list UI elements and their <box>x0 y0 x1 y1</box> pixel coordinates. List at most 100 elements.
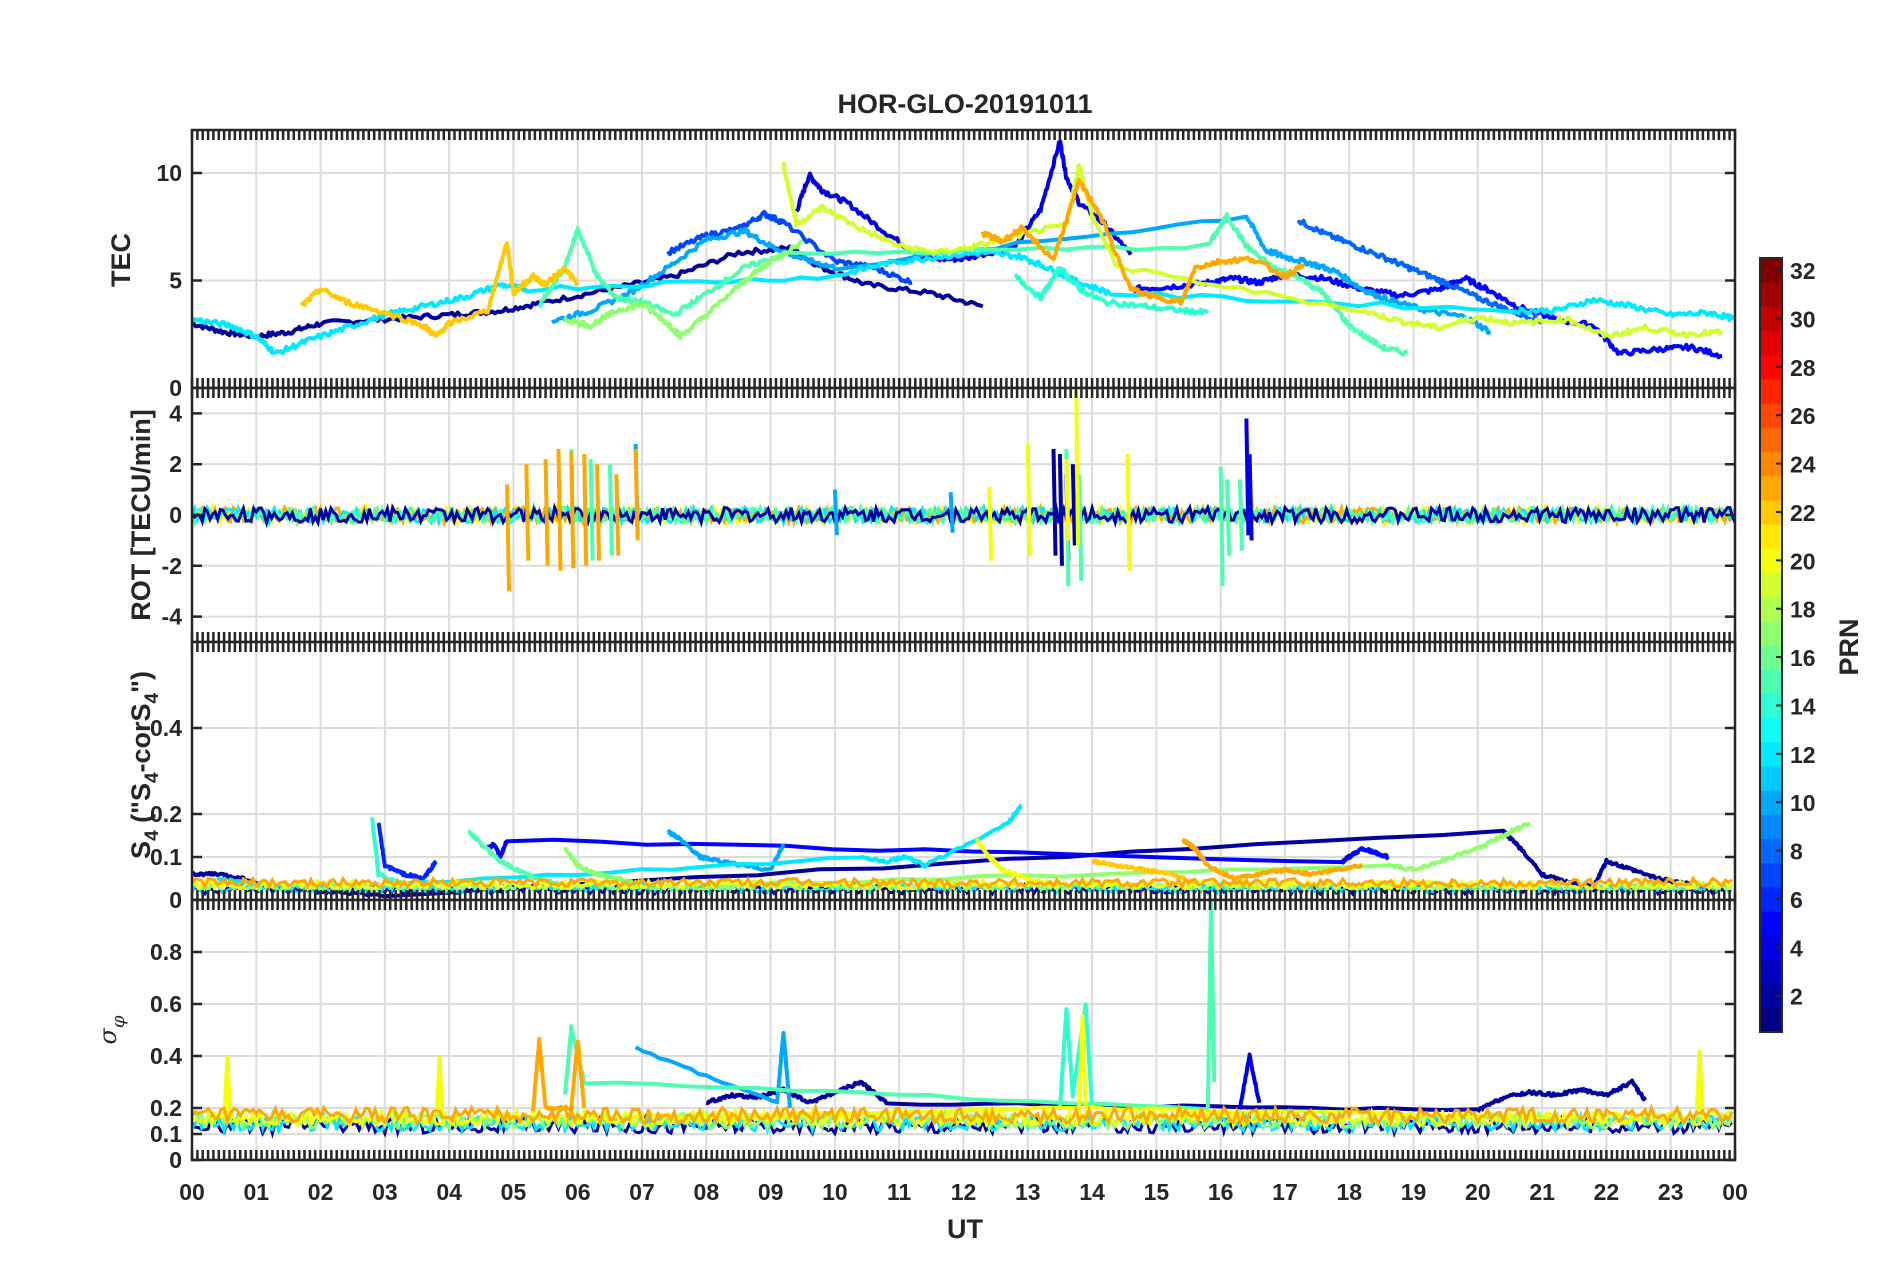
colorbar-cell <box>1760 911 1782 936</box>
colorbar-cell <box>1760 959 1782 985</box>
baseline-prn-23 <box>192 875 1733 891</box>
colorbar-cell <box>1760 330 1782 356</box>
colorbar-label: PRN <box>1834 618 1864 675</box>
rot-spike-prn-23 <box>582 454 589 566</box>
x-tick-label: 07 <box>629 1179 655 1205</box>
y-tick-label: 10 <box>156 160 182 186</box>
series-prn-23 <box>1180 837 1363 882</box>
x-tick-label: 21 <box>1529 1179 1555 1205</box>
colorbar-cell <box>1760 354 1782 380</box>
tec-panel: 0 5 10 <box>156 128 1737 401</box>
rot-spike-prn-23 <box>569 451 576 569</box>
tick-path <box>190 388 1737 642</box>
rot-spike-prn-23 <box>556 448 563 571</box>
x-tick-label: 17 <box>1272 1179 1298 1205</box>
colorbar-cell <box>1760 427 1782 453</box>
x-tick-label: 08 <box>694 1179 720 1205</box>
colorbar-tick-label: 26 <box>1790 403 1816 429</box>
baseline-prn-23 <box>192 1102 1734 1129</box>
tec-plot-area <box>192 139 1735 360</box>
rot-panel: -4 -2 0 2 4 <box>162 386 1737 644</box>
x-axis-label: UT <box>947 1214 983 1244</box>
colorbar-tick-label: 6 <box>1790 887 1803 913</box>
tick-path <box>190 642 1737 902</box>
y-tick-label: 0.1 <box>150 844 182 870</box>
colorbar-cell <box>1760 645 1782 670</box>
rot-spike-prn-23 <box>543 459 550 566</box>
x-tick-labels: 00 01 02 03 04 05 06 07 08 09 10 11 12 13 14 15 16 17 18 19… <box>179 1179 1748 1205</box>
colorbar-cell <box>1760 862 1782 888</box>
colorbar-cell <box>1760 524 1782 549</box>
sigma_phi-tick-marks <box>190 900 1737 1162</box>
colorbar-cell <box>1760 596 1782 622</box>
rot-spike-prn-15 <box>588 459 595 561</box>
colorbar-cell <box>1760 790 1782 815</box>
y-tick-label: 0 <box>169 887 182 913</box>
colorbar-tick-label: 20 <box>1790 548 1816 574</box>
y-tick-label: 0.4 <box>150 715 182 741</box>
colorbar-tick-label: 2 <box>1790 984 1803 1010</box>
colorbar-tick-label: 14 <box>1790 693 1816 719</box>
x-tick-label: 15 <box>1144 1179 1170 1205</box>
x-tick-label: 01 <box>243 1179 269 1205</box>
series-prn-19 <box>781 161 1724 340</box>
colorbar-cell <box>1760 378 1782 404</box>
y-axis-labels: TEC ROT [TECU/min] S4 ("S4-corS4") σφ <box>94 233 163 1045</box>
rot-spike-prn-15 <box>1225 479 1232 556</box>
series-prn-23 <box>980 177 1306 306</box>
x-tick-label: 00 <box>1722 1179 1748 1205</box>
colorbar-tick-label: 4 <box>1790 935 1803 961</box>
rot-axis-label: ROT [TECU/min] <box>126 409 156 620</box>
rot-spike-prn-23 <box>633 448 640 541</box>
rot-spike-prn-2 <box>1070 464 1077 546</box>
colorbar-cell <box>1760 451 1782 477</box>
rot-spike-prn-20 <box>1125 454 1132 571</box>
x-tick-label: 13 <box>1015 1179 1041 1205</box>
sigma_phi-panel: 00.10.2 0.4 0.6 0.8 <box>150 898 1737 1173</box>
rot-spike-prn-15 <box>1237 479 1244 551</box>
series-prn-10 <box>666 829 786 872</box>
colorbar-cell <box>1760 403 1782 428</box>
colorbar-cell <box>1760 838 1782 864</box>
x-tick-label: 23 <box>1658 1179 1684 1205</box>
colorbar-cell <box>1760 717 1782 743</box>
x-tick-label: 03 <box>372 1179 398 1205</box>
x-tick-label: 02 <box>308 1179 334 1205</box>
colorbar-tick-label: 16 <box>1790 645 1816 671</box>
colorbar-frame <box>1759 257 1783 1033</box>
colorbar-tick-label: 10 <box>1790 790 1816 816</box>
rot-spike-prn-20 <box>1074 388 1081 546</box>
colorbar-tick-label: 12 <box>1790 742 1816 768</box>
rot-spike-prn-20 <box>1064 459 1071 541</box>
colorbar-tick-label: 28 <box>1790 355 1816 381</box>
colorbar-tick-label: 8 <box>1790 839 1803 865</box>
rot-spike-prn-20 <box>1025 443 1032 556</box>
rot-spike-prn-10 <box>832 489 839 536</box>
rot-spike-prn-20 <box>987 487 994 561</box>
y-tick-label: 0 <box>169 375 182 401</box>
x-tick-label: 19 <box>1401 1179 1427 1205</box>
colorbar-cell <box>1760 258 1782 283</box>
series-prn-6 <box>376 822 438 881</box>
y-tick-label: 2 <box>169 451 182 477</box>
rot-spike-prn-4 <box>1247 453 1254 541</box>
figure-title: HOR-GLO-20191011 <box>837 89 1092 119</box>
colorbar-cell <box>1760 1007 1782 1033</box>
y-tick-label: 0.8 <box>150 939 182 965</box>
s4-axis-label: S4 ("S4-corS4") <box>126 671 163 859</box>
colorbar-tick-label: 32 <box>1790 258 1816 284</box>
y-tick-label: 0.2 <box>150 1095 182 1121</box>
colorbar-tick-label: 30 <box>1790 306 1816 332</box>
rot-spike-prn-4 <box>1244 418 1251 536</box>
x-tick-label: 06 <box>565 1179 591 1205</box>
x-tick-label: 04 <box>436 1179 462 1205</box>
x-tick-label: 14 <box>1079 1179 1105 1205</box>
colorbar-cell <box>1760 620 1782 646</box>
s4-plot-area <box>192 803 1733 899</box>
series-prn-23 <box>530 1036 587 1115</box>
rot-tick-marks <box>190 388 1737 642</box>
tec-axis-label: TEC <box>106 233 136 287</box>
